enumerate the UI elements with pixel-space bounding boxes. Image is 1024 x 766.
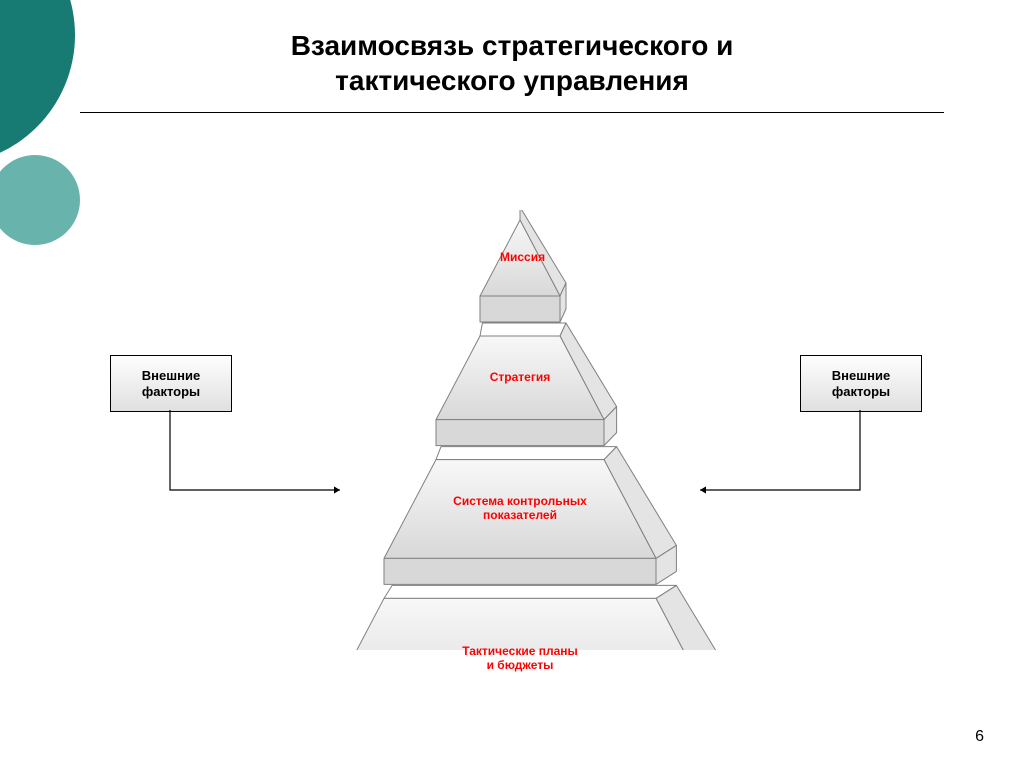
pyramid-level-tactical: Тактические планыи бюджеты — [352, 645, 688, 673]
slide: Взаимосвязь стратегического итактическог… — [0, 0, 1024, 766]
page-number: 6 — [975, 728, 984, 746]
pyramid-level-mission: Миссия — [500, 251, 540, 265]
pyramid-svg-icon — [300, 210, 740, 650]
pyramid-level-kpi: Система контрольныхпоказателей — [410, 495, 630, 523]
pyramid-level-strategy: Стратегия — [458, 371, 582, 385]
pyramid-diagram: Миссия Стратегия Система контрольныхпока… — [300, 210, 740, 650]
